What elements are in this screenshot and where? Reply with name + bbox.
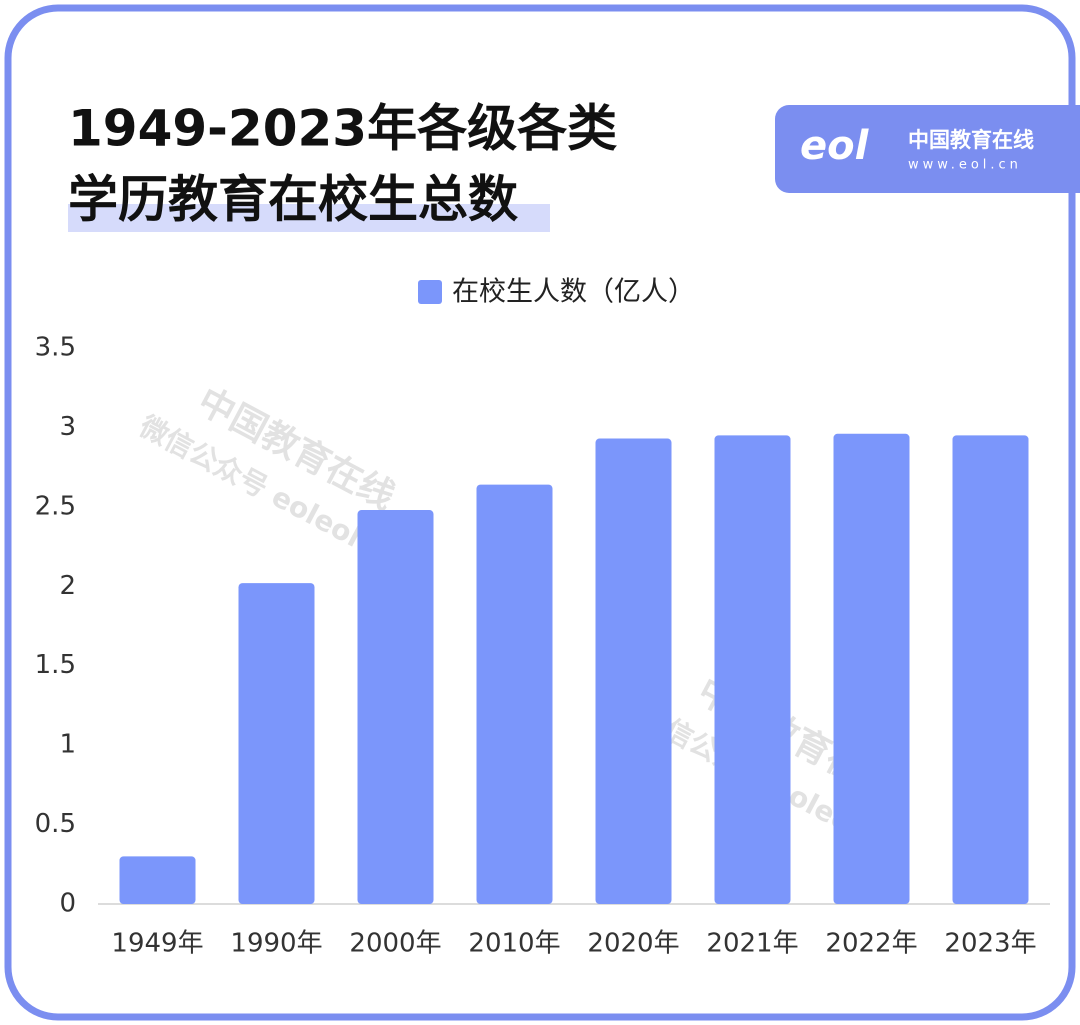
x-tick-label: 2020年: [587, 929, 679, 959]
y-tick-label: 3.5: [35, 333, 76, 363]
legend-swatch: [418, 280, 442, 304]
y-tick-label: 1: [59, 730, 76, 760]
title-highlight: [68, 204, 550, 232]
bar: [714, 435, 791, 904]
y-tick-label: 0: [59, 889, 76, 919]
bar: [833, 433, 910, 904]
title-line: 学历教育在校生总数: [68, 171, 518, 229]
logo-box: [775, 105, 1080, 193]
y-tick-label: 2: [59, 571, 76, 601]
x-tick-label: 2021年: [706, 929, 798, 959]
x-tick-label: 2000年: [349, 929, 441, 959]
title-line: 1949-2023年各级各类: [68, 100, 617, 158]
plot: 0 0.5 1 1.5 2 2.5 3 3.5 在校生人数（亿人） 1949年 1990年 2000年…: [35, 277, 1050, 959]
x-tick-label: 1949年: [111, 929, 203, 959]
legend-label: 在校生人数（亿人）: [452, 277, 695, 308]
x-tick-label: 2023年: [944, 929, 1036, 959]
y-tick-label: 3: [59, 412, 76, 442]
bar: [476, 484, 553, 904]
bar: [595, 438, 672, 904]
x-tick-label: 2022年: [825, 929, 917, 959]
x-tick-label: 2010年: [468, 929, 560, 959]
x-tick-label: 1990年: [230, 929, 322, 959]
y-tick-label: 1.5: [35, 650, 76, 680]
bar: [119, 856, 196, 904]
bar: [238, 583, 315, 904]
y-tick-label: 2.5: [35, 491, 76, 521]
bar: [952, 435, 1029, 904]
y-tick-label: 0.5: [35, 809, 76, 839]
logo-mark: eol: [800, 123, 870, 169]
bar: [357, 510, 434, 904]
logo-name: 中国教育在线: [908, 128, 1034, 152]
logo-url: www.eol.cn: [908, 158, 1022, 173]
